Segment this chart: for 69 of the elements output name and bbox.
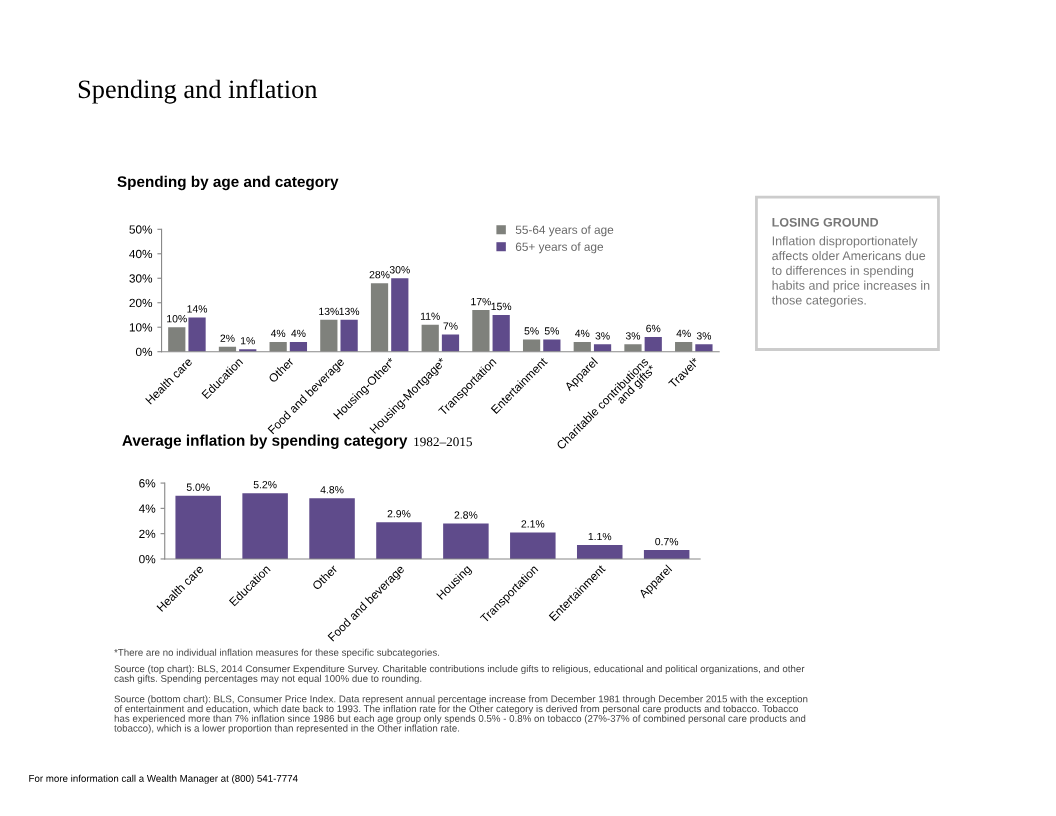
legend-label: 55-64 years of age [515, 225, 614, 237]
data-label: 0.7% [655, 537, 679, 546]
data-label: 1.1% [588, 532, 612, 541]
text: *There are no individual inflation measures for these specific subcategories. [114, 648, 440, 658]
data-label: 4% [291, 329, 306, 338]
bar [309, 498, 355, 559]
y-tick-label: 4% [138, 504, 156, 513]
data-label: 3% [625, 332, 641, 340]
data-label: 13% [319, 307, 339, 316]
data-label: 2.1% [521, 520, 545, 528]
y-tick-label: 10% [129, 323, 153, 332]
bar [510, 532, 556, 559]
bar [576, 545, 623, 559]
data-label: 4% [574, 329, 590, 338]
data-label: 17% [471, 297, 491, 306]
data-label: 5% [524, 327, 539, 335]
data-label: 5% [544, 327, 560, 335]
bar [543, 339, 561, 352]
data-label: 4% [676, 329, 691, 338]
bar [175, 495, 221, 559]
data-label: 3% [595, 332, 610, 340]
y-tick-label: 0% [135, 347, 153, 357]
data-label: 5.2% [253, 480, 277, 489]
data-label: 30% [389, 266, 410, 274]
y-tick-label: 30% [129, 274, 153, 283]
text: For more information call a Wealth Manager at (800) 541-7774 [29, 774, 298, 784]
data-label: 28% [369, 270, 390, 279]
bar [441, 334, 460, 352]
bar [289, 341, 308, 352]
source-note: Source (top chart): BLS, 2014 Consumer Expenditure Survey. Charitable contributions include gifts to religious, educational and political organizations, and other cash gifts. Spending percentages may not equal 100% due to rounding. [114, 665, 805, 684]
data-label: 2.9% [387, 510, 411, 518]
data-label: 13% [339, 307, 360, 316]
data-label: 14% [187, 305, 208, 313]
data-label: 2.8% [454, 511, 478, 519]
data-label: 15% [491, 302, 512, 311]
data-label: 6% [646, 324, 661, 333]
data-label: 2% [220, 334, 235, 342]
data-label: 1% [241, 337, 255, 345]
data-label: 7% [443, 322, 458, 330]
bar [593, 344, 612, 352]
bar [492, 314, 510, 352]
text: Spending and inflation [78, 79, 318, 104]
text: Inflation disproportionately affects older Americans due to differences in spending habits and price increases in those categories. [771, 236, 930, 308]
bar [188, 317, 206, 352]
y-tick-label: 6% [139, 479, 156, 488]
data-label: 3% [696, 332, 712, 340]
y-tick-label: 20% [129, 298, 153, 308]
bar [376, 522, 422, 559]
y-tick-label: 40% [129, 249, 153, 259]
text: LOSING GROUND [772, 217, 879, 227]
chart-subtitle: 1982–2015 [414, 437, 472, 447]
legend-label: 65+ years of age [515, 242, 604, 254]
chart-title: Spending by age and category [117, 175, 339, 191]
y-tick-label: 50% [129, 225, 153, 234]
chart-title: Average inflation by spending category [122, 434, 408, 449]
data-label: 10% [167, 315, 187, 323]
bar [391, 278, 409, 352]
data-label: 11% [420, 312, 440, 320]
source-note: Source (bottom chart): BLS, Consumer Price Index. Data represent annual percentage increase from December 1981 through December 2015 with the exception of entertainment and education, which date back to 1993. The inflation rate for the Other category is derived from personal care products and tobacco. Tobacco has experienced more than 7% inflation since 1986 but each age group only spends 0.5% - 0.8% on tobacco (27%-37% of combined personal care products and tobacco), which is a lower proportion than represented in the Other inflation rate. [114, 695, 808, 734]
bar [443, 523, 489, 559]
data-label: 4% [270, 329, 286, 338]
data-label: 5.0% [186, 483, 210, 491]
data-label: 4.8% [320, 486, 344, 494]
bar [695, 344, 713, 352]
y-tick-label: 2% [139, 529, 156, 539]
y-tick-label: 0% [139, 554, 156, 564]
bar [340, 319, 358, 352]
bar [644, 337, 662, 352]
bar [242, 493, 288, 559]
